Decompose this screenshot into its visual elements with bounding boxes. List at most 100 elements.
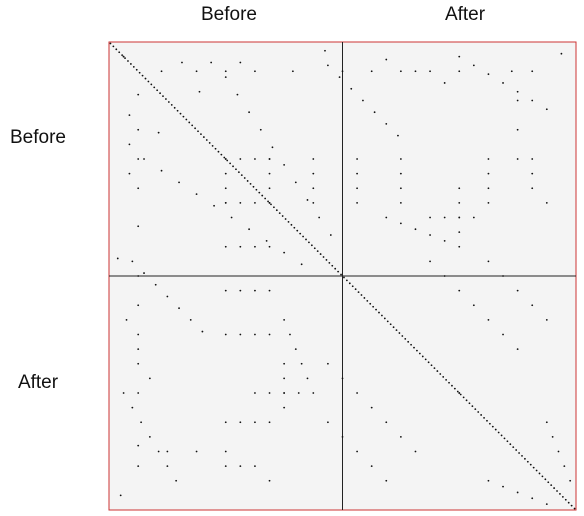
diagonal-point xyxy=(381,314,383,317)
data-point-mirror xyxy=(239,245,242,248)
diagonal-point xyxy=(515,449,518,451)
diagonal-point xyxy=(375,308,377,311)
data-point xyxy=(487,172,490,175)
data-point xyxy=(472,304,475,307)
data-point-mirror xyxy=(160,70,163,73)
data-point xyxy=(143,158,145,160)
data-point-mirror xyxy=(254,289,256,292)
diagonal-point xyxy=(544,478,547,481)
data-point-mirror xyxy=(198,90,201,93)
data-point-mirror xyxy=(254,333,256,336)
data-point xyxy=(385,479,388,482)
diagonal-point xyxy=(442,376,445,378)
data-point xyxy=(254,392,256,394)
data-point-mirror xyxy=(268,289,271,292)
data-point xyxy=(297,392,300,394)
data-point-mirror xyxy=(224,158,227,160)
data-point-mirror xyxy=(414,450,417,453)
diagonal-point xyxy=(331,264,334,267)
data-point xyxy=(268,172,271,175)
data-point xyxy=(224,70,227,73)
data-point xyxy=(443,216,446,219)
diagonal-point xyxy=(261,194,264,197)
diagonal-point xyxy=(328,261,331,264)
data-point xyxy=(300,263,303,266)
data-point-mirror xyxy=(254,158,256,160)
diagonal-point xyxy=(176,109,179,112)
data-point xyxy=(268,187,271,190)
data-point xyxy=(300,362,303,365)
data-point xyxy=(429,70,431,73)
data-point-mirror xyxy=(137,362,140,365)
data-point xyxy=(545,108,548,111)
diagonal-point xyxy=(483,416,485,419)
diagonal-point xyxy=(398,332,401,334)
data-point xyxy=(560,52,563,55)
data-point xyxy=(487,318,490,321)
diagonal-point xyxy=(267,200,269,203)
data-point-mirror xyxy=(545,318,548,321)
diagonal-point xyxy=(389,323,392,326)
diagonal-point xyxy=(561,495,564,498)
data-point-mirror xyxy=(137,158,140,160)
diagonal-point xyxy=(124,57,126,59)
data-point-mirror xyxy=(128,114,131,117)
data-point xyxy=(265,240,268,242)
diagonal-point xyxy=(308,241,310,244)
data-point xyxy=(487,73,490,76)
data-point xyxy=(154,283,157,286)
data-point-mirror xyxy=(224,465,227,468)
diagonal-point xyxy=(170,103,173,106)
diagonal-point xyxy=(480,414,483,416)
diagonal-point xyxy=(273,206,275,209)
diagonal-point xyxy=(474,408,477,410)
data-point-mirror xyxy=(131,406,134,409)
diagonal-point xyxy=(345,279,348,282)
data-point xyxy=(181,61,183,64)
data-point-mirror xyxy=(268,245,271,248)
diagonal-point xyxy=(275,209,278,212)
diagonal-point xyxy=(491,425,494,428)
diagonal-point xyxy=(535,469,538,472)
data-point-mirror xyxy=(128,172,131,175)
diagonal-point xyxy=(500,434,503,437)
diagonal-point xyxy=(255,188,258,191)
diagonal-point xyxy=(299,232,302,235)
data-point xyxy=(531,172,534,175)
data-point xyxy=(563,465,566,468)
data-point-mirror xyxy=(516,158,519,160)
data-point xyxy=(312,187,315,190)
data-point xyxy=(356,158,358,160)
data-point-mirror xyxy=(268,479,271,482)
diagonal-point xyxy=(509,443,512,446)
diagonal-point xyxy=(284,218,287,220)
diagonal-point xyxy=(229,162,232,165)
data-point xyxy=(516,348,519,351)
diagonal-point xyxy=(211,144,214,147)
data-point-mirror xyxy=(502,485,504,488)
diagonal-point xyxy=(348,282,351,285)
data-point xyxy=(312,201,315,204)
data-point-mirror xyxy=(283,392,286,394)
diagonal-point xyxy=(453,387,456,390)
data-point-mirror xyxy=(239,333,242,336)
diagonal-point xyxy=(564,498,567,501)
data-point xyxy=(399,201,402,204)
data-point xyxy=(224,187,227,190)
diagonal-point xyxy=(141,74,144,77)
diagonal-point xyxy=(208,142,211,144)
diagonal-point xyxy=(302,235,304,238)
diagonal-point xyxy=(156,89,159,92)
data-point-mirror xyxy=(248,111,251,114)
data-point xyxy=(195,70,198,73)
diagonal-point xyxy=(153,86,156,89)
data-point-mirror xyxy=(268,333,271,336)
data-point xyxy=(239,61,242,64)
data-point-mirror xyxy=(370,406,373,409)
data-point xyxy=(545,201,548,204)
data-point-mirror xyxy=(414,228,417,231)
data-point xyxy=(131,260,134,263)
data-point xyxy=(224,172,227,175)
data-point-mirror xyxy=(458,231,461,234)
